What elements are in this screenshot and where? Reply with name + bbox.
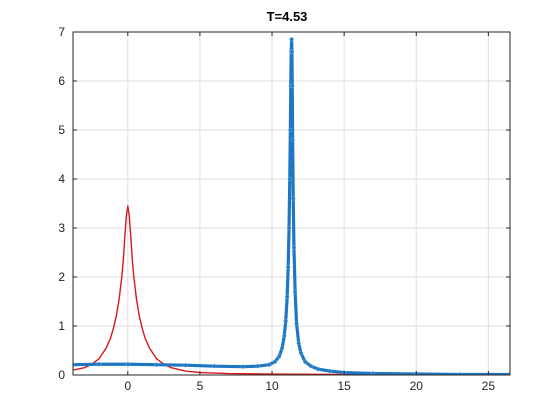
series-point	[154, 362, 159, 367]
series-point	[298, 350, 303, 356]
series-point	[289, 49, 295, 54]
y-tick-labels: 0 1 2 3 4 5 6 7	[58, 25, 65, 382]
axes-box	[72, 31, 511, 376]
series-point	[287, 176, 292, 182]
x-tick-label: 25	[482, 379, 496, 393]
ticks	[73, 31, 510, 376]
series-point	[291, 196, 296, 201]
series-point	[370, 371, 376, 375]
series-point	[272, 359, 278, 364]
y-tick-label: 2	[58, 270, 65, 284]
series-point	[212, 364, 217, 369]
series-point	[285, 294, 290, 299]
x-tick-labels: 0 5 10 15 20 25	[124, 379, 495, 393]
y-tick-label: 5	[58, 123, 65, 137]
grid-x	[127, 32, 489, 375]
series-point	[255, 364, 260, 369]
series-point	[316, 367, 321, 372]
series-point	[308, 364, 314, 369]
y-tick-label: 0	[58, 368, 65, 382]
series-point	[327, 368, 332, 374]
chart-title: T=4.53	[267, 9, 308, 24]
y-tick-label: 7	[58, 25, 65, 39]
x-tick-label: 20	[410, 379, 424, 393]
series-point	[288, 127, 293, 133]
series-point	[282, 333, 287, 338]
x-tick-label: 10	[265, 379, 279, 393]
series-line-1	[73, 37, 510, 375]
series-point	[291, 245, 297, 250]
series-point	[296, 341, 301, 346]
series-point	[241, 364, 246, 369]
series-point	[303, 359, 308, 364]
series-point	[183, 363, 188, 368]
series-point	[294, 321, 299, 326]
series-point	[280, 345, 285, 351]
x-tick-label: 5	[197, 379, 204, 393]
series-line-0	[73, 205, 510, 375]
series-point	[290, 83, 295, 88]
series-point	[286, 265, 291, 270]
x-tick-label: 0	[124, 379, 131, 393]
series-point	[283, 319, 288, 324]
series-point	[96, 362, 102, 367]
y-tick-label: 3	[58, 221, 65, 235]
series-point	[267, 362, 272, 367]
y-tick-label: 6	[58, 74, 65, 88]
series-point	[286, 225, 292, 231]
series-0	[73, 205, 510, 375]
series-point	[125, 362, 130, 367]
series-point	[277, 354, 282, 359]
series-point	[293, 289, 298, 294]
series-point	[290, 137, 295, 142]
y-tick-label: 1	[58, 319, 65, 333]
series-point	[289, 37, 294, 42]
x-tick-label: 15	[337, 379, 351, 393]
y-tick-label: 4	[58, 172, 65, 186]
